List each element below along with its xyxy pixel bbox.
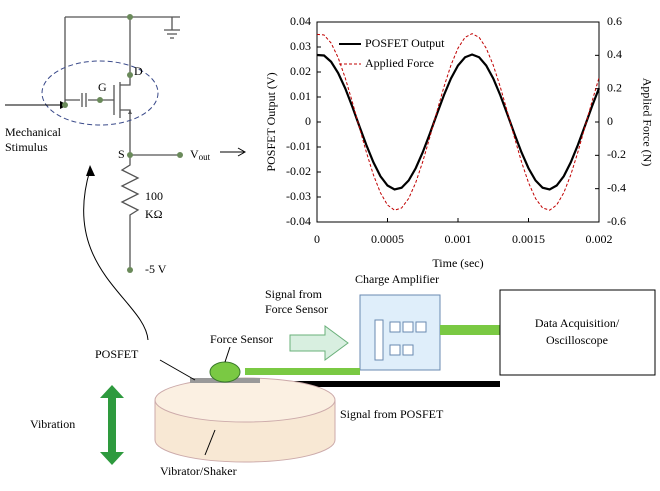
arrowhead: [86, 165, 95, 176]
y-tick-label: 0.04: [290, 14, 311, 28]
setup: Signal from Force Sensor Charge Amplifie…: [30, 272, 656, 478]
pointer: [224, 346, 231, 363]
signal-arrow: [289, 325, 349, 361]
label: out: [199, 152, 211, 162]
y-axis-label: POSFET Output (V): [264, 72, 278, 171]
label: Vibration: [30, 417, 75, 431]
chart: -0.04 -0.03 -0.02 -0.01 0 0.01 0.02 0.03 0.04 -0.…: [264, 14, 655, 270]
y2-tick-label: 0.6: [607, 14, 622, 28]
wires: [64, 16, 180, 270]
label: KΩ: [145, 207, 163, 221]
y2-axis-label: Applied Force (N): [640, 78, 654, 167]
node: [127, 14, 133, 20]
node: [62, 102, 68, 108]
label: V: [190, 147, 199, 161]
y2-tick-label: -0.4: [607, 180, 626, 194]
label: POSFET: [95, 347, 139, 361]
y-tick-label: -0.04: [286, 214, 311, 228]
label: Data Acquisition/: [535, 316, 620, 330]
x-tick-label: 0.0015: [512, 232, 545, 246]
node: [127, 152, 133, 158]
label: G: [98, 80, 107, 94]
pointer: [159, 359, 196, 381]
node: [127, 72, 133, 78]
y-tick-label: 0: [305, 114, 311, 128]
label: Charge Amplifier: [355, 272, 439, 286]
daq-box: [499, 289, 656, 376]
x-tick-label: 0.0005: [371, 232, 404, 246]
y2-tick-label: 0.2: [607, 80, 622, 94]
ground: [164, 17, 180, 39]
label: D: [134, 64, 143, 78]
label: Stimulus: [5, 140, 48, 154]
cable: [245, 368, 360, 375]
label: Force Sensor: [265, 302, 328, 316]
x-tick-label: 0.002: [586, 232, 613, 246]
cable: [255, 381, 500, 387]
x-tick-label: 0: [314, 232, 320, 246]
node: [127, 267, 133, 273]
y-tick-label: 0.01: [290, 89, 311, 103]
label: Signal from: [265, 287, 323, 301]
key: [402, 344, 414, 356]
dashed-ellipse: [41, 60, 159, 126]
plot-frame: [316, 21, 600, 223]
key: [402, 321, 414, 333]
curve: [83, 169, 149, 341]
label: -5 V: [145, 262, 167, 276]
y-tick-label: -0.01: [286, 139, 311, 153]
line: [316, 33, 600, 211]
key: [389, 321, 401, 333]
vibration-arrow: [100, 385, 124, 465]
legend-label: Applied Force: [365, 56, 434, 70]
y-tick-label: -0.02: [286, 164, 311, 178]
label: Vibrator/Shaker: [160, 464, 237, 478]
label: S: [118, 147, 125, 161]
circuit: Mechanical Stimulus G D S Vout 100 KΩ -5…: [5, 14, 247, 341]
pointer: [204, 429, 216, 456]
shaker-top: [154, 377, 336, 423]
legend-label: POSFET Output: [365, 36, 445, 50]
x-axis-label: Time (sec): [432, 256, 483, 270]
label: Oscilloscope: [546, 333, 608, 347]
cable: [440, 325, 500, 335]
node: [97, 97, 103, 103]
arrow: [128, 110, 132, 114]
line: [316, 53, 601, 191]
label: Vout: [190, 147, 211, 162]
label: Force Sensor: [210, 332, 273, 346]
x-tick-label: 0.001: [445, 232, 472, 246]
key: [415, 321, 427, 333]
y2-tick-label: -0.6: [607, 214, 626, 228]
force-sensor: [209, 361, 241, 383]
node: [177, 152, 183, 158]
label: 100: [145, 189, 163, 203]
knob: [374, 319, 384, 361]
y2-tick-label: -0.2: [607, 147, 626, 161]
label: Signal from POSFET: [340, 407, 444, 421]
key: [389, 344, 401, 356]
label: Mechanical: [5, 125, 62, 139]
y-tick-label: 0.02: [290, 64, 311, 78]
arrow: [220, 147, 247, 157]
y-tick-label: 0.03: [290, 39, 311, 53]
y2-tick-label: 0: [607, 114, 613, 128]
y2-tick-label: 0.4: [607, 47, 622, 61]
y-tick-label: -0.03: [286, 189, 311, 203]
